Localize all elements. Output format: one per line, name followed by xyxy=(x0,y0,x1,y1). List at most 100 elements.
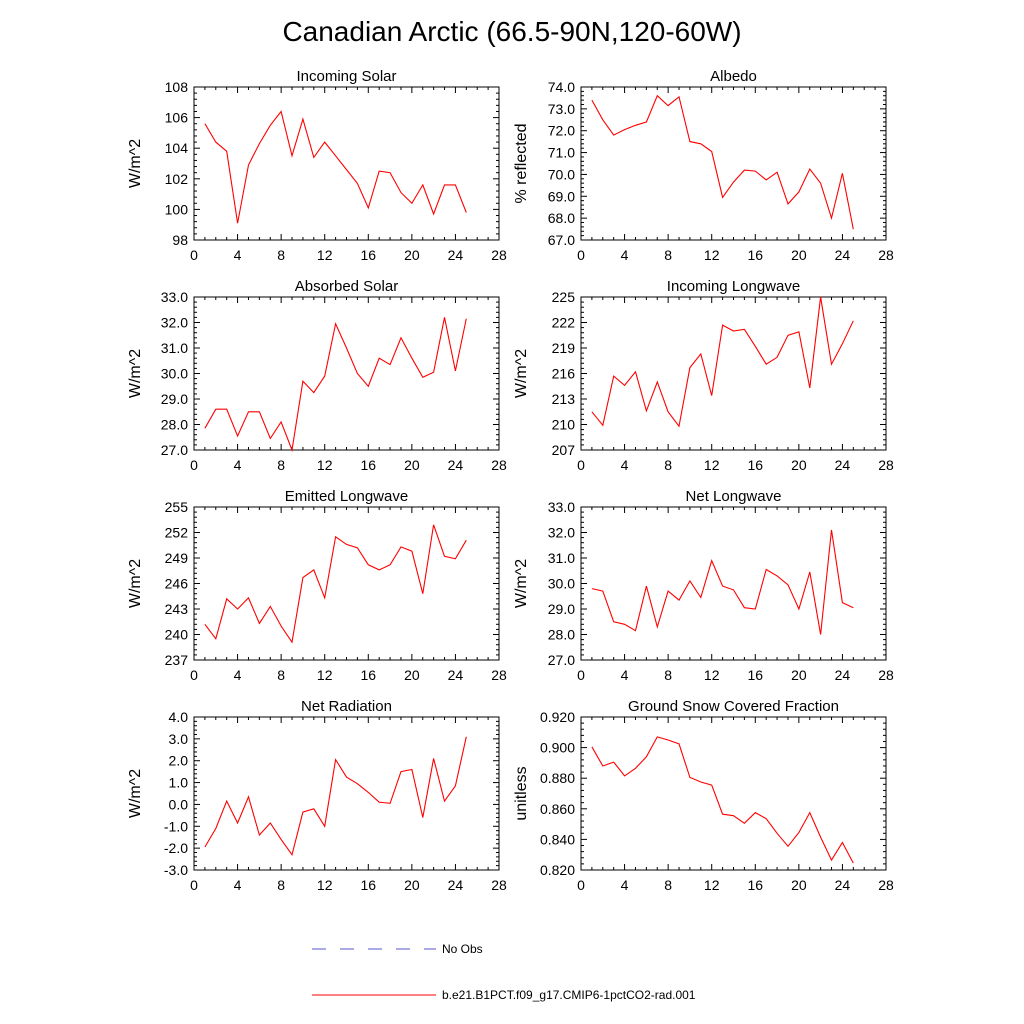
x-tick-label: 4 xyxy=(621,667,629,683)
y-axis-label: unitless xyxy=(513,766,530,820)
x-tick-label: 0 xyxy=(190,877,198,893)
series-line xyxy=(204,736,467,856)
x-tick-label: 8 xyxy=(277,667,285,683)
x-tick-label: 16 xyxy=(360,667,376,683)
x-tick-label: 8 xyxy=(664,457,672,473)
x-tick-label: 24 xyxy=(835,877,851,893)
x-tick-label: 20 xyxy=(791,457,807,473)
x-tick-label: 0 xyxy=(577,877,585,893)
y-tick-label: 246 xyxy=(165,576,189,592)
panel-title: Emitted Longwave xyxy=(285,488,408,505)
panel-2: Absorbed Solar W/m^2 0 4 8 12 16 20 24 28 27.0 28.0… xyxy=(127,278,507,473)
y-tick-label: 225 xyxy=(552,289,576,305)
y-axis-label: W/m^2 xyxy=(127,139,144,188)
x-tick-label: 16 xyxy=(360,247,376,263)
x-tick-label: 24 xyxy=(835,247,851,263)
x-tick-label: 28 xyxy=(878,247,894,263)
y-tick-label: -3.0 xyxy=(164,862,188,878)
y-tick-label: 30.0 xyxy=(548,576,575,592)
x-tick-label: 28 xyxy=(878,457,894,473)
series-line xyxy=(591,94,854,230)
plot-frame xyxy=(580,506,887,661)
y-tick-label: 29.0 xyxy=(161,391,188,407)
x-tick-label: 20 xyxy=(404,877,420,893)
x-tick-label: 12 xyxy=(317,247,333,263)
y-tick-label: 32.0 xyxy=(548,525,575,541)
y-tick-label: 2.0 xyxy=(169,753,189,769)
y-tick-label: 67.0 xyxy=(548,232,575,248)
x-tick-label: 0 xyxy=(577,457,585,473)
y-tick-label: 0.880 xyxy=(540,770,575,786)
plot-frame xyxy=(580,716,887,871)
plot-frame xyxy=(193,716,500,871)
y-tick-label: 106 xyxy=(165,110,189,126)
x-tick-label: 12 xyxy=(317,877,333,893)
y-tick-label: 74.0 xyxy=(548,79,575,95)
y-tick-label: 29.0 xyxy=(548,601,575,617)
y-tick-label: 27.0 xyxy=(161,442,188,458)
x-tick-label: 20 xyxy=(404,457,420,473)
y-tick-label: 30.0 xyxy=(161,366,188,382)
y-tick-label: 0.820 xyxy=(540,862,575,878)
series-line xyxy=(591,529,854,635)
y-tick-label: 108 xyxy=(165,79,189,95)
panel-5: Net Longwave W/m^2 0 4 8 12 16 20 24 28 27.0 28.0 29… xyxy=(513,488,894,683)
panel-title: Net Longwave xyxy=(686,488,782,505)
x-tick-label: 24 xyxy=(448,667,464,683)
y-tick-label: 100 xyxy=(165,201,189,217)
y-tick-label: -2.0 xyxy=(164,840,188,856)
x-tick-label: 0 xyxy=(190,247,198,263)
x-tick-label: 24 xyxy=(448,457,464,473)
series-line xyxy=(591,736,854,864)
plot-frame xyxy=(580,86,887,241)
x-tick-label: 20 xyxy=(404,667,420,683)
y-tick-label: 0.0 xyxy=(169,796,189,812)
panel-0: Incoming Solar W/m^2 0 4 8 12 16 20 24 28 98 100 102… xyxy=(127,68,507,263)
x-tick-label: 4 xyxy=(234,877,242,893)
y-tick-label: 33.0 xyxy=(161,289,188,305)
x-tick-label: 12 xyxy=(704,247,720,263)
y-tick-label: 249 xyxy=(165,550,189,566)
panels: Incoming Solar W/m^2 0 4 8 12 16 20 24 28 98 100 102… xyxy=(127,68,894,893)
y-axis-label: W/m^2 xyxy=(127,769,144,818)
y-tick-label: 0.840 xyxy=(540,831,575,847)
x-tick-label: 16 xyxy=(747,667,763,683)
plot-frame xyxy=(193,86,500,241)
y-tick-label: 240 xyxy=(165,627,189,643)
y-tick-label: 255 xyxy=(165,499,189,515)
series-line xyxy=(204,317,467,453)
y-tick-label: 0.900 xyxy=(540,740,575,756)
x-tick-label: 16 xyxy=(747,877,763,893)
x-tick-label: 8 xyxy=(664,877,672,893)
x-tick-label: 24 xyxy=(835,457,851,473)
x-tick-label: 16 xyxy=(360,457,376,473)
x-tick-label: 0 xyxy=(577,667,585,683)
panel-7: Ground Snow Covered Fraction unitless 0 4 8 1… xyxy=(513,698,894,893)
panel-title: Incoming Solar xyxy=(296,68,396,85)
x-tick-label: 4 xyxy=(234,457,242,473)
x-tick-label: 24 xyxy=(448,247,464,263)
x-tick-label: 8 xyxy=(277,457,285,473)
x-tick-label: 24 xyxy=(448,877,464,893)
panel-title: Albedo xyxy=(710,68,757,85)
y-tick-label: 102 xyxy=(165,171,189,187)
x-tick-label: 12 xyxy=(317,457,333,473)
y-tick-label: 68.0 xyxy=(548,210,575,226)
panel-6: Net Radiation W/m^2 0 4 8 12 16 20 24 28 -3.0 -2.0 -… xyxy=(127,698,507,893)
y-tick-label: 28.0 xyxy=(161,417,188,433)
y-axis-label: W/m^2 xyxy=(513,559,530,608)
y-tick-label: 27.0 xyxy=(548,652,575,668)
x-tick-label: 20 xyxy=(404,247,420,263)
y-tick-label: 207 xyxy=(552,442,576,458)
x-tick-label: 12 xyxy=(704,667,720,683)
y-tick-label: 72.0 xyxy=(548,123,575,139)
y-tick-label: 222 xyxy=(552,315,576,331)
panel-title: Net Radiation xyxy=(301,698,392,715)
y-tick-label: 71.0 xyxy=(548,145,575,161)
x-tick-label: 20 xyxy=(791,667,807,683)
x-tick-label: 0 xyxy=(577,247,585,263)
x-tick-label: 4 xyxy=(621,247,629,263)
series-line xyxy=(591,296,854,428)
x-tick-label: 16 xyxy=(747,457,763,473)
